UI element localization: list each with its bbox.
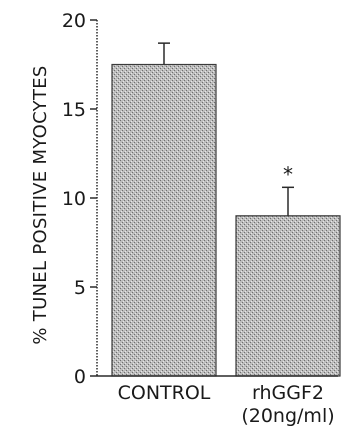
y-tick-label: 10 <box>62 188 86 210</box>
annotations: * <box>283 162 293 186</box>
y-axis-label: % TUNEL POSITIVE MYOCYTES <box>30 65 51 344</box>
x-category-label: CONTROL <box>118 382 211 404</box>
x-category-label: rhGGF2 <box>252 382 324 404</box>
significance-marker: * <box>283 162 293 186</box>
y-tick-label: 15 <box>62 99 86 121</box>
x-category-sublabel: (20ng/ml) <box>241 405 334 427</box>
category-labels: CONTROL rhGGF2(20ng/ml) <box>118 382 335 427</box>
y-tick-label: 5 <box>74 277 86 299</box>
y-tick-label: 20 <box>62 10 86 32</box>
y-tick-label: 0 <box>74 366 86 388</box>
bar <box>235 215 341 377</box>
y-ticks: 0 5 10 15 20 <box>62 10 97 388</box>
bars-layer <box>111 63 341 377</box>
error-bars <box>158 42 294 216</box>
bar <box>111 63 217 377</box>
